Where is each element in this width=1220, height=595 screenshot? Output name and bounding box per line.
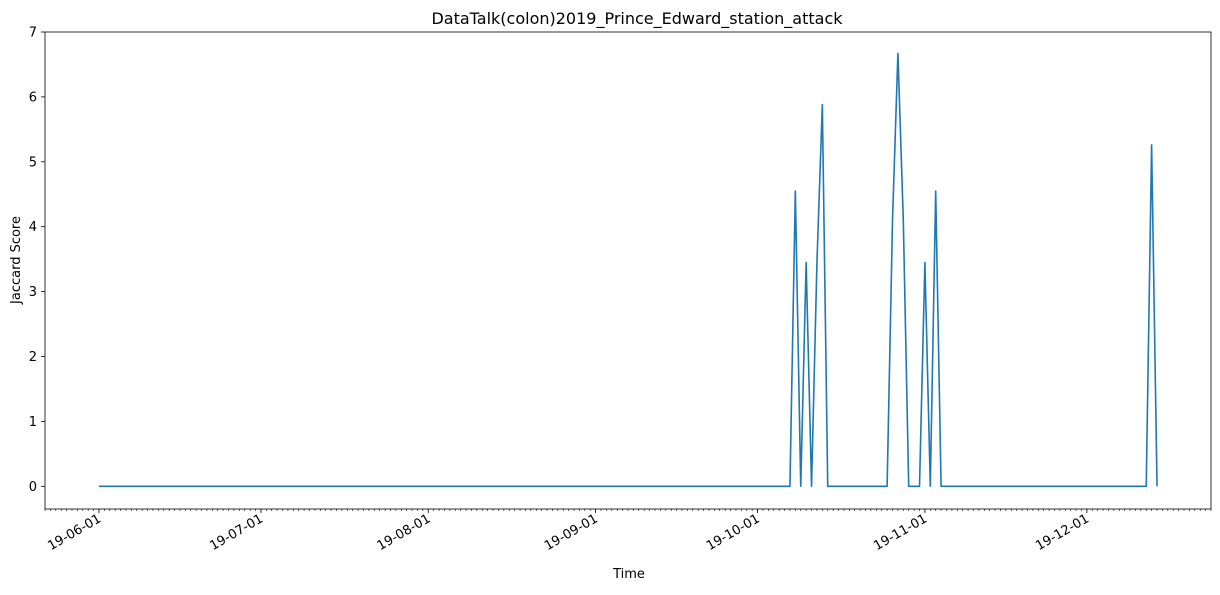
data-point bbox=[929, 485, 931, 487]
data-point bbox=[800, 485, 802, 487]
y-tick-label: 6 bbox=[29, 90, 37, 105]
plot-area: 19-06-01 19-07-01 19-08-01 19-09-01 19-10-01… bbox=[29, 26, 1212, 554]
y-tick-label: 5 bbox=[29, 155, 37, 170]
data-point bbox=[897, 53, 899, 55]
data-point bbox=[832, 485, 834, 487]
data-point bbox=[795, 190, 797, 192]
data-point bbox=[98, 485, 100, 487]
x-tick-label: 19-09-01 bbox=[542, 511, 601, 553]
x-tick-label: 19-08-01 bbox=[375, 511, 434, 553]
data-point bbox=[789, 485, 791, 487]
data-point bbox=[805, 262, 807, 264]
data-point bbox=[1145, 485, 1147, 487]
x-tick-label: 19-11-01 bbox=[871, 511, 930, 553]
y-tick-label: 2 bbox=[29, 350, 37, 365]
y-tick-label: 7 bbox=[29, 26, 37, 41]
chart-title: DataTalk(colon)2019_Prince_Edward_statio… bbox=[431, 9, 843, 29]
y-tick-label: 1 bbox=[29, 415, 37, 430]
data-point bbox=[892, 219, 894, 221]
x-tick-label: 19-06-01 bbox=[45, 511, 104, 553]
data-point bbox=[1151, 144, 1153, 146]
data-point bbox=[816, 262, 818, 264]
data-point bbox=[1156, 485, 1158, 487]
y-axis-label: Jaccard Score bbox=[9, 216, 24, 305]
data-point bbox=[935, 190, 937, 192]
plot-frame bbox=[44, 31, 1212, 510]
data-point bbox=[886, 485, 888, 487]
y-tick-label: 4 bbox=[29, 220, 37, 235]
x-axis-label: Time bbox=[612, 567, 645, 582]
data-point bbox=[811, 485, 813, 487]
y-tick-label: 3 bbox=[29, 285, 37, 300]
data-point bbox=[940, 485, 942, 487]
data-point bbox=[903, 219, 905, 221]
data-point bbox=[913, 485, 915, 487]
data-point bbox=[827, 485, 829, 487]
x-tick-label: 19-12-01 bbox=[1033, 511, 1092, 553]
data-point bbox=[908, 485, 910, 487]
x-tick-label: 19-07-01 bbox=[207, 511, 266, 553]
data-point bbox=[919, 485, 921, 487]
x-tick-label: 19-10-01 bbox=[704, 511, 763, 553]
series-line bbox=[98, 52, 1158, 488]
data-point bbox=[822, 104, 824, 106]
y-tick-label: 0 bbox=[29, 480, 37, 495]
data-point bbox=[924, 262, 926, 264]
